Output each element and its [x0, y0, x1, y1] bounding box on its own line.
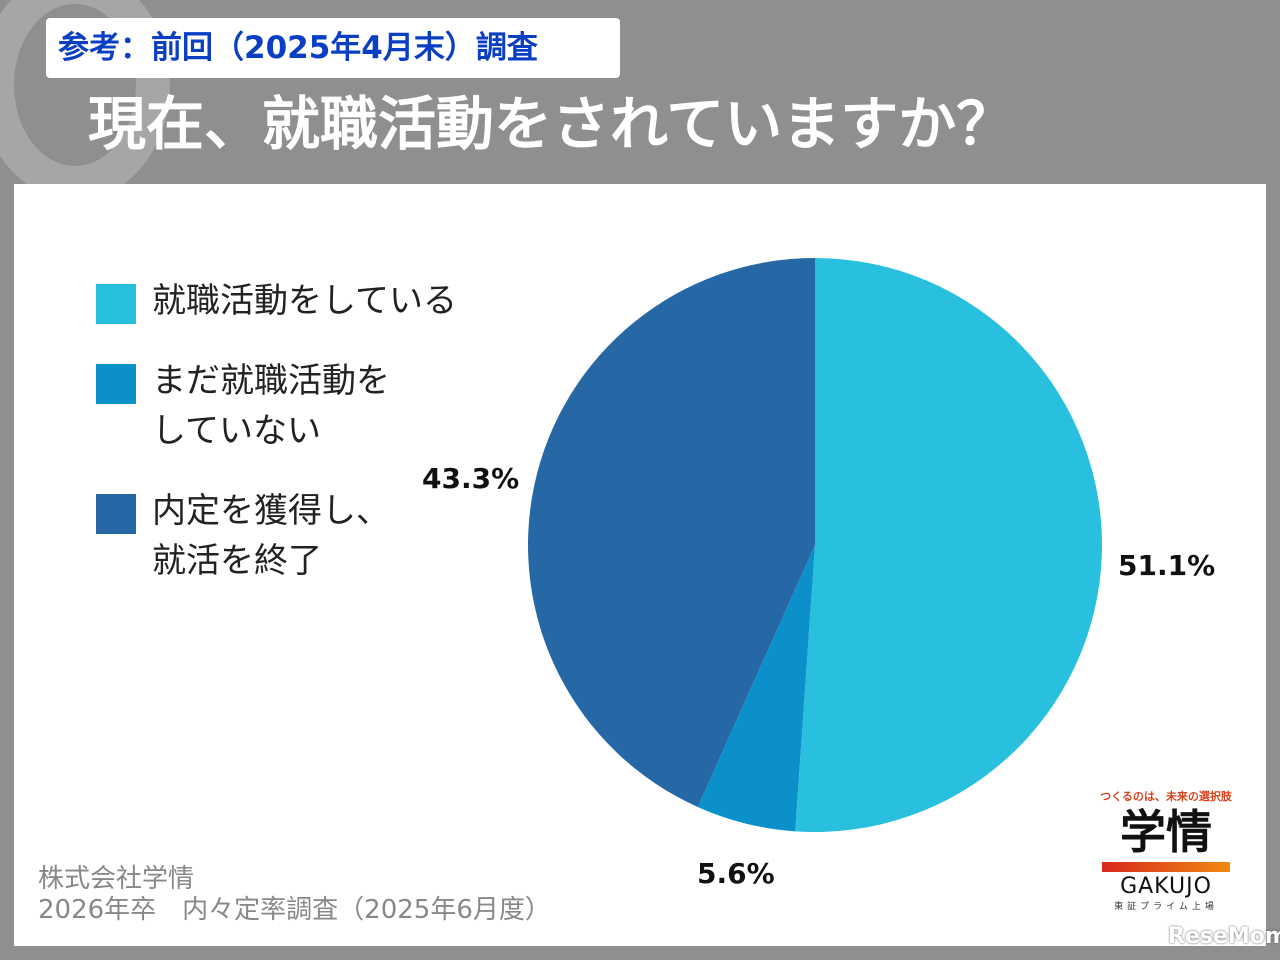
pie-slice [795, 258, 1102, 832]
logo-roman: GAKUJO [1120, 874, 1212, 899]
logo-kanji: 学情 [1120, 805, 1212, 859]
legend-swatch [96, 284, 136, 324]
legend-item: まだ就職活動を していない [96, 361, 457, 456]
legend-item: 内定を獲得し、 就活を終了 [96, 491, 457, 586]
legend-swatch [96, 494, 136, 534]
legend: 就職活動をしている まだ就職活動を していない 内定を獲得し、 就活を終了 [96, 281, 457, 622]
logo-bar [1102, 862, 1230, 872]
watermark: ReseMom [1168, 924, 1280, 949]
legend-label: 就職活動をしている [152, 281, 457, 321]
data-label: 5.6% [697, 857, 775, 890]
legend-label: まだ就職活動を していない [152, 361, 390, 451]
pie-slice [697, 545, 815, 832]
pie-slice [527, 257, 815, 807]
gakujo-logo: つくるのは、未来の選択肢 学情 GAKUJO 東証プライム上場 [1096, 788, 1236, 912]
logo-tagline: つくるのは、未来の選択肢 [1100, 790, 1232, 803]
legend-swatch [96, 364, 136, 404]
legend-label: 内定を獲得し、 就活を終了 [152, 491, 390, 581]
page-title: 現在、就職活動をされていますか？ [88, 90, 1015, 158]
logo-exchange: 東証プライム上場 [1114, 902, 1218, 912]
data-label: 43.3% [422, 462, 519, 495]
source-note: 株式会社学情 2026年卒 内々定率調査（2025年6月度） [38, 864, 551, 925]
data-label: 51.1% [1118, 549, 1215, 582]
subtitle-badge: 参考：前回（2025年4月末）調査 [46, 18, 620, 78]
legend-item: 就職活動をしている [96, 281, 457, 326]
